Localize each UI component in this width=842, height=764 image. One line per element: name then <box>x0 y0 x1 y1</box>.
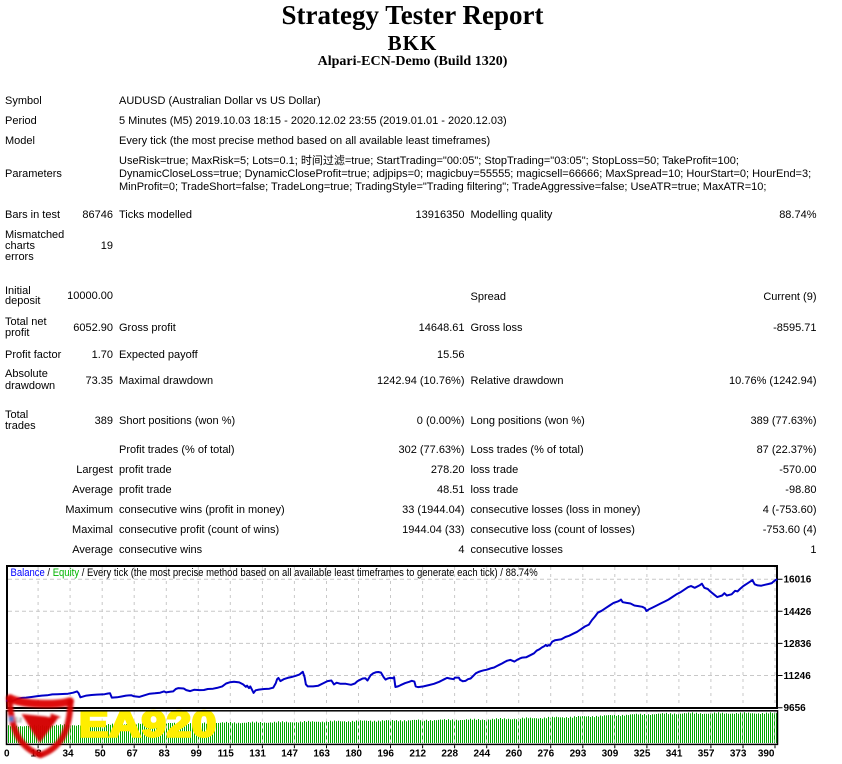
svg-text:325: 325 <box>634 749 651 760</box>
svg-text:244: 244 <box>474 749 491 760</box>
svg-text:260: 260 <box>506 749 523 760</box>
svg-text:115: 115 <box>218 749 235 760</box>
svg-text:83: 83 <box>159 749 171 760</box>
svg-text:50: 50 <box>95 749 107 760</box>
svg-text:390: 390 <box>758 749 775 760</box>
svg-text:276: 276 <box>538 749 555 760</box>
svg-text:9656: 9656 <box>784 703 807 714</box>
svg-text:357: 357 <box>698 749 715 760</box>
svg-text:180: 180 <box>345 749 362 760</box>
svg-text:0: 0 <box>4 749 10 760</box>
svg-text:341: 341 <box>666 749 683 760</box>
svg-text:1z: 1z <box>15 715 23 724</box>
svg-text:212: 212 <box>409 749 426 760</box>
svg-text:293: 293 <box>570 749 587 760</box>
svg-text:16016: 16016 <box>784 575 812 586</box>
svg-text:373: 373 <box>730 749 747 760</box>
svg-text:11246: 11246 <box>784 671 812 682</box>
svg-text:67: 67 <box>127 749 139 760</box>
svg-text:12836: 12836 <box>784 639 812 650</box>
svg-text:147: 147 <box>281 749 298 760</box>
svg-text:Balance / Equity / Every tick: Balance / Equity / Every tick (the most … <box>11 567 538 579</box>
svg-text:163: 163 <box>313 749 330 760</box>
svg-text:309: 309 <box>602 749 619 760</box>
svg-text:228: 228 <box>441 749 458 760</box>
svg-text:196: 196 <box>377 749 394 760</box>
svg-text:34: 34 <box>62 749 74 760</box>
svg-text:14426: 14426 <box>784 607 812 618</box>
svg-text:99: 99 <box>191 749 203 760</box>
svg-text:131: 131 <box>249 749 266 760</box>
